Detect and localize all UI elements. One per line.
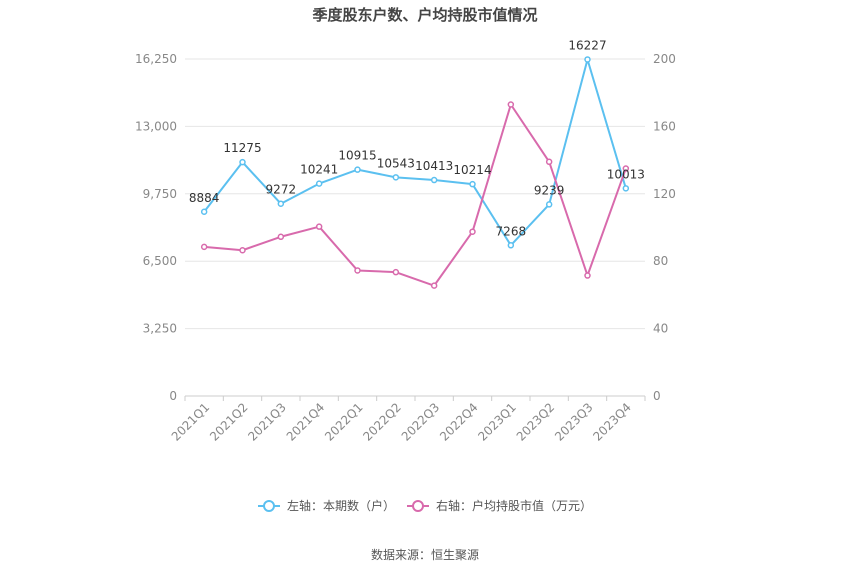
- data-label: 10214: [453, 163, 491, 177]
- left-axis-ticks: 0 3,250 6,500 9,750 13,000 16,250: [135, 52, 177, 403]
- grid-lines: [185, 58, 645, 397]
- series-2-point: [354, 267, 361, 274]
- legend-item-2[interactable]: 右轴：户均持股市值（万元）: [407, 498, 592, 513]
- legend[interactable]: 左轴：本期数（户） 右轴：户均持股市值（万元）: [258, 498, 592, 513]
- series-2-point: [507, 101, 515, 108]
- series-1-point: [392, 174, 400, 181]
- x-tick-label: 2022Q1: [322, 400, 366, 444]
- series-1-point: [469, 180, 476, 188]
- series-2-point: [622, 165, 630, 172]
- series-2-point: [584, 272, 591, 279]
- legend-swatch-marker: [412, 500, 424, 512]
- x-tick-label: 2022Q2: [360, 400, 404, 444]
- data-label: 7268: [496, 224, 527, 238]
- chart-title: 季度股东户数、户均持股市值情况: [312, 6, 537, 24]
- series-1-point: [239, 158, 246, 166]
- series-1-point: [315, 180, 323, 187]
- series-2-point: [430, 282, 438, 289]
- series-2-point: [239, 246, 246, 254]
- right-tick-label: 0: [653, 389, 661, 403]
- data-label: 11275: [223, 141, 261, 155]
- x-tick-label: 2023Q1: [475, 400, 519, 444]
- data-label: 9239: [534, 183, 565, 197]
- x-tick-label: 2021Q3: [245, 400, 289, 444]
- source-note: 数据来源：恒生聚源: [371, 547, 479, 562]
- series-2-point: [200, 243, 208, 251]
- series-1-point: [545, 201, 553, 208]
- x-tick-label: 2023Q2: [514, 400, 558, 444]
- left-tick-label: 16,250: [135, 52, 177, 66]
- series-line-1: [203, 58, 627, 247]
- data-label: 10241: [300, 163, 338, 177]
- series-2-point: [277, 233, 285, 241]
- x-tick-label: 2023Q3: [552, 400, 596, 444]
- series-2-point: [469, 228, 476, 235]
- x-tick-label: 2021Q1: [169, 400, 213, 444]
- left-tick-label: 13,000: [135, 119, 177, 133]
- legend-label: 左轴：本期数（户）: [287, 498, 395, 513]
- data-label: 8884: [189, 191, 220, 205]
- legend-swatch-marker: [263, 500, 275, 512]
- data-label: 10543: [377, 156, 415, 170]
- series-1-point: [507, 242, 515, 249]
- x-tick-label: 2022Q3: [399, 400, 443, 444]
- right-tick-label: 120: [653, 187, 676, 201]
- right-tick-label: 160: [653, 119, 676, 133]
- right-tick-label: 200: [653, 52, 676, 66]
- left-tick-label: 9,750: [143, 187, 177, 201]
- series-2-point: [545, 158, 553, 166]
- x-tick-label: 2023Q4: [590, 400, 634, 444]
- series-layer: [200, 56, 630, 289]
- legend-item-1[interactable]: 左轴：本期数（户）: [258, 498, 395, 513]
- series-line-2: [204, 103, 627, 287]
- series-1-point: [622, 185, 630, 192]
- legend-label: 右轴：户均持股市值（万元）: [436, 498, 592, 513]
- series-1-point: [354, 166, 361, 173]
- x-tick-label: 2021Q2: [207, 400, 251, 444]
- data-label: 10413: [415, 159, 453, 173]
- left-tick-label: 3,250: [143, 322, 177, 336]
- right-tick-label: 40: [653, 322, 668, 336]
- series-2-point: [315, 223, 323, 230]
- series-1-point: [584, 56, 591, 63]
- data-label: 16227: [568, 38, 606, 52]
- left-tick-label: 0: [169, 389, 177, 403]
- series-1-point: [430, 176, 438, 184]
- series-1-point: [200, 208, 208, 216]
- x-axis-ticks: 2021Q12021Q22021Q32021Q42022Q12022Q22022…: [169, 396, 646, 444]
- left-tick-label: 6,500: [143, 254, 177, 268]
- x-tick-label: 2021Q4: [284, 400, 328, 444]
- data-label: 9272: [266, 183, 297, 197]
- series-1-point: [277, 200, 285, 207]
- data-label: 10013: [607, 167, 645, 181]
- series-2-point: [392, 268, 400, 276]
- right-tick-label: 80: [653, 254, 668, 268]
- right-axis-ticks: 0 40 80 120 160 200: [653, 52, 676, 403]
- data-label: 10915: [338, 149, 376, 163]
- x-tick-label: 2022Q4: [437, 400, 481, 444]
